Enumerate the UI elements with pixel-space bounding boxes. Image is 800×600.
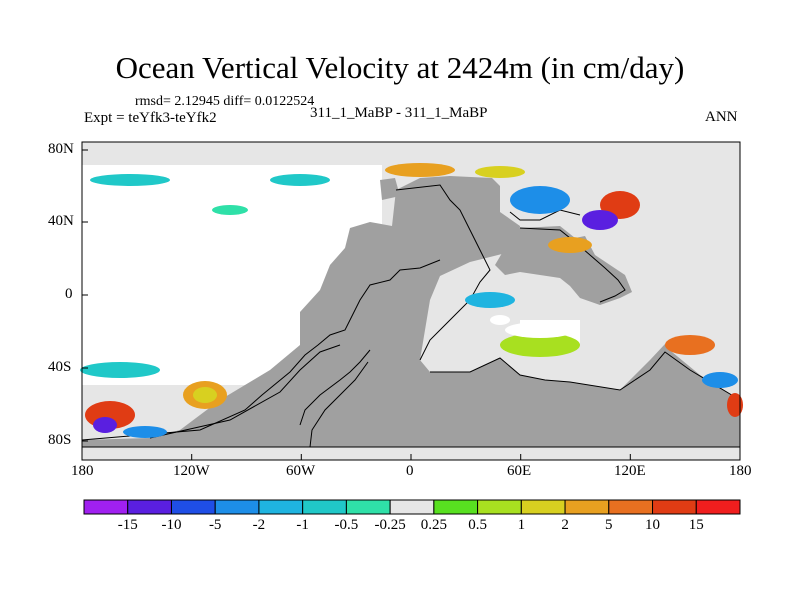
map-ticks xyxy=(81,149,741,460)
lon-tick-label: 60W xyxy=(286,463,316,479)
lat-tick-label: 80S xyxy=(48,432,72,448)
colorbar-label: -2 xyxy=(252,517,266,533)
colorbar-label: 10 xyxy=(645,517,661,533)
lon-tick-label: 0 xyxy=(406,463,414,479)
season-label: ANN xyxy=(705,109,738,125)
lon-tick-label: 120W xyxy=(173,463,210,479)
colorbar-label: 0.25 xyxy=(420,517,447,533)
plot-title: Ocean Vertical Velocity at 2424m (in cm/… xyxy=(115,50,685,85)
colorbar-label: -0.25 xyxy=(374,517,406,533)
colorbar-box xyxy=(608,499,654,515)
colorbar-label: 15 xyxy=(688,517,704,533)
map-plot-area xyxy=(80,141,743,461)
colorbar-box xyxy=(652,499,697,515)
colorbar-label: -1 xyxy=(296,517,309,533)
lat-tick-label: 40S xyxy=(48,359,72,375)
colorbar-box xyxy=(214,499,260,515)
coastlines xyxy=(81,184,741,448)
colorbar-box xyxy=(433,499,479,515)
lon-tick-label: 60E xyxy=(507,463,532,479)
colorbar-box xyxy=(170,499,216,515)
land xyxy=(82,176,740,447)
colorbar-box xyxy=(345,499,391,515)
colorbar-box xyxy=(695,499,741,515)
colorbar-box xyxy=(258,499,304,515)
colorbar-label: 1 xyxy=(517,517,526,533)
colorbar-label: -0.5 xyxy=(334,517,359,533)
lat-tick-label: 80N xyxy=(48,141,74,157)
velocity-field-patches xyxy=(80,163,743,438)
colorbar-box xyxy=(83,499,129,515)
colorbar-label: -5 xyxy=(208,517,222,533)
experiment-label: Expt = teYfk3-teYfk2 xyxy=(84,110,217,126)
colorbar-box xyxy=(389,499,435,515)
colorbar-box xyxy=(564,499,610,515)
colorbar-label: 5 xyxy=(605,517,613,533)
lat-tick-label: 0 xyxy=(65,286,73,302)
lat-tick-label: 40N xyxy=(48,213,74,229)
lon-tick-label: 180 xyxy=(71,463,94,479)
colorbar-label: 0.5 xyxy=(468,517,487,533)
colorbar-box xyxy=(127,499,172,515)
colorbar xyxy=(83,499,741,515)
colorbar-label: 2 xyxy=(561,517,569,533)
colorbar-label: -10 xyxy=(161,517,182,533)
case-label: 311_1_MaBP - 311_1_MaBP xyxy=(310,105,488,121)
lon-tick-label: 180 xyxy=(729,463,752,479)
stats-label: rmsd= 2.12945 diff= 0.0122524 xyxy=(135,94,315,109)
colorbar-label: -15 xyxy=(117,517,138,533)
colorbar-box xyxy=(477,499,522,515)
colorbar-box xyxy=(520,499,566,515)
lon-tick-label: 120E xyxy=(614,463,646,479)
colorbar-box xyxy=(302,499,347,515)
